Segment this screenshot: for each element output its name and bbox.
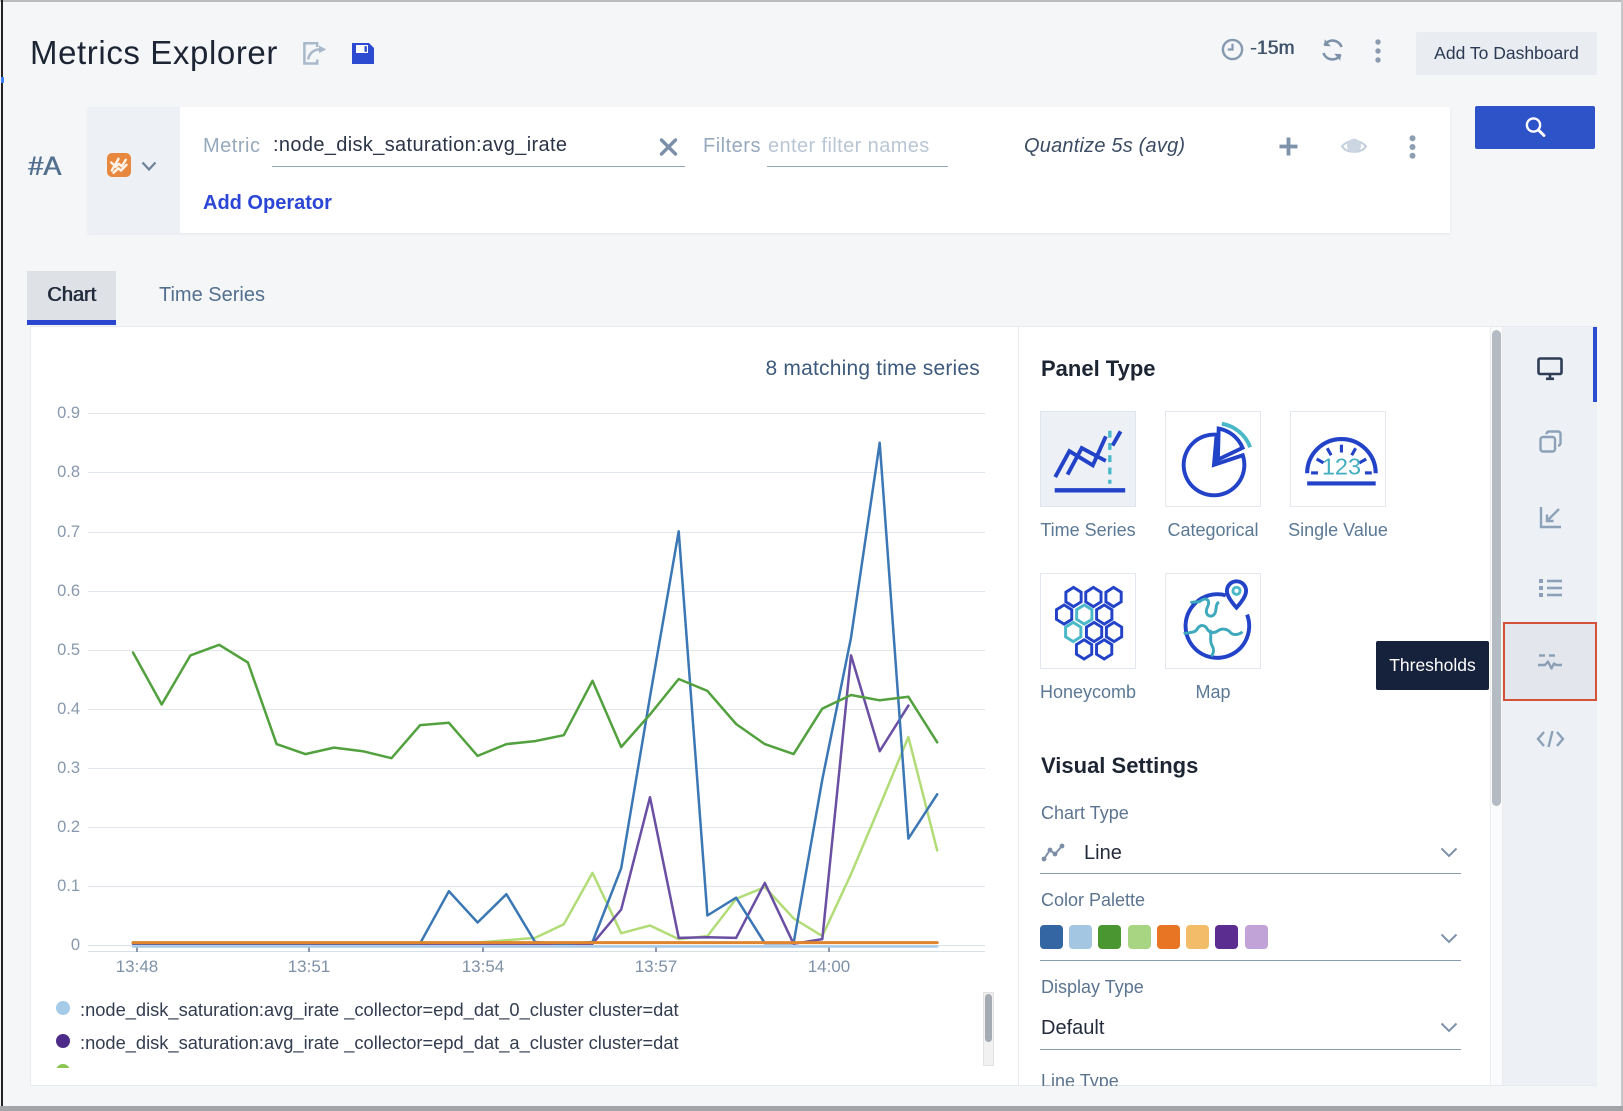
svg-text:123: 123 xyxy=(1322,454,1361,480)
